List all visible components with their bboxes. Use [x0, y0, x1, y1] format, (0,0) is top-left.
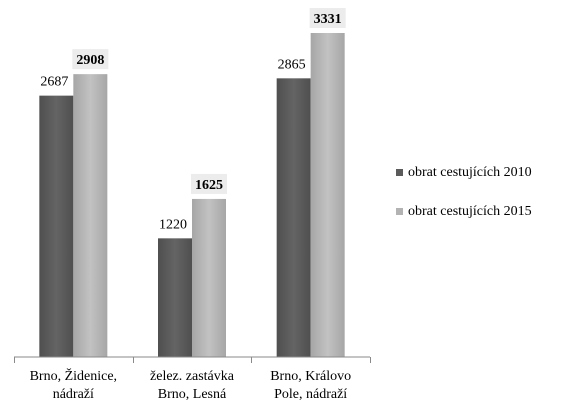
category-label: Brno, Židenice,	[30, 367, 117, 384]
bar-2010-2	[276, 78, 311, 357]
bar-2010-0	[39, 95, 74, 357]
data-label-box	[191, 173, 227, 194]
data-label-box	[309, 8, 346, 28]
data-label-2015: 2908	[76, 53, 104, 68]
data-label-box	[72, 49, 109, 70]
legend-label-2015: obrat cestujících 2015	[408, 204, 532, 219]
legend-swatch-2015	[396, 208, 403, 215]
bar-2015-0	[73, 74, 108, 357]
legend-label-2010: obrat cestujících 2010	[408, 165, 532, 180]
category-label: želez. zastávka	[150, 369, 235, 384]
data-label-2015: 1625	[195, 178, 223, 193]
bar-2010-1	[158, 238, 192, 357]
bars-layer	[39, 33, 345, 357]
data-label-2015: 3331	[314, 12, 342, 27]
data-label-2010: 1220	[159, 217, 187, 232]
data-labels-layer: 2687 2908 1220 1625 2865 3331	[40, 8, 346, 232]
x-axis-ticks	[14, 357, 371, 363]
bar-2015-2	[310, 33, 345, 357]
bar-2015-1	[192, 198, 226, 357]
category-label: Pole, nádraží	[274, 387, 347, 402]
category-label: Brno, Lesná	[158, 387, 227, 402]
legend-swatch-2010	[396, 169, 403, 176]
category-label: nádraží	[53, 387, 94, 402]
category-labels: Brno, Židenice, nádraží želez. zastávka Brn…	[30, 367, 352, 402]
data-label-2010: 2865	[278, 57, 306, 72]
category-label: Brno, Královo	[270, 369, 351, 384]
legend: obrat cestujících 2010 obrat cestujících …	[396, 165, 532, 219]
data-label-2010: 2687	[40, 75, 68, 90]
